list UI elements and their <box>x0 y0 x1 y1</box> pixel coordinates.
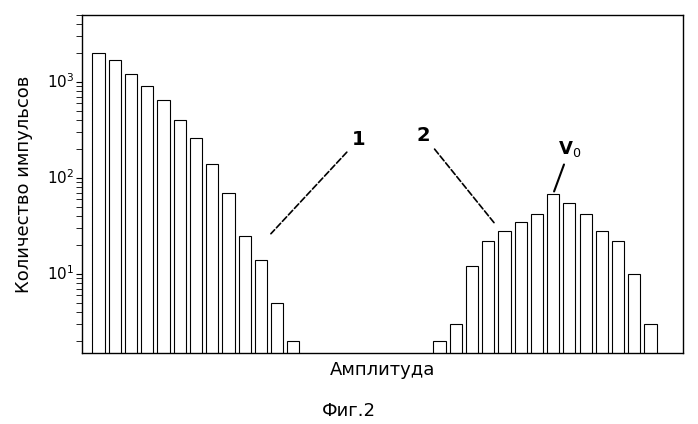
Text: $10^2$: $10^2$ <box>47 169 74 187</box>
Bar <box>239 236 251 424</box>
Bar <box>141 86 154 424</box>
Bar <box>498 231 510 424</box>
Bar <box>644 324 657 424</box>
Bar <box>433 341 445 424</box>
Bar <box>271 303 283 424</box>
Text: 1: 1 <box>271 130 365 234</box>
Bar <box>628 274 640 424</box>
X-axis label: Амплитуда: Амплитуда <box>330 361 436 379</box>
Bar <box>190 138 202 424</box>
Bar <box>125 75 137 424</box>
Bar <box>530 214 543 424</box>
Bar <box>612 241 624 424</box>
Text: 2: 2 <box>417 126 495 223</box>
Text: $10^1$: $10^1$ <box>47 265 74 283</box>
Bar <box>255 260 267 424</box>
Bar <box>547 194 559 424</box>
Bar <box>288 341 299 424</box>
Bar <box>223 193 235 424</box>
Bar <box>579 214 592 424</box>
Text: $10^3$: $10^3$ <box>47 73 74 92</box>
Bar <box>92 53 105 424</box>
Bar <box>595 231 608 424</box>
Bar <box>157 100 170 424</box>
Bar <box>482 241 494 424</box>
Text: V$_0$: V$_0$ <box>554 139 581 192</box>
Text: Фиг.2: Фиг.2 <box>322 402 376 420</box>
Bar <box>109 60 121 424</box>
Bar <box>206 164 218 424</box>
Y-axis label: Количество импульсов: Количество импульсов <box>15 75 33 293</box>
Bar <box>514 222 527 424</box>
Bar <box>174 120 186 424</box>
Bar <box>563 203 575 424</box>
Bar <box>450 324 462 424</box>
Bar <box>466 266 478 424</box>
